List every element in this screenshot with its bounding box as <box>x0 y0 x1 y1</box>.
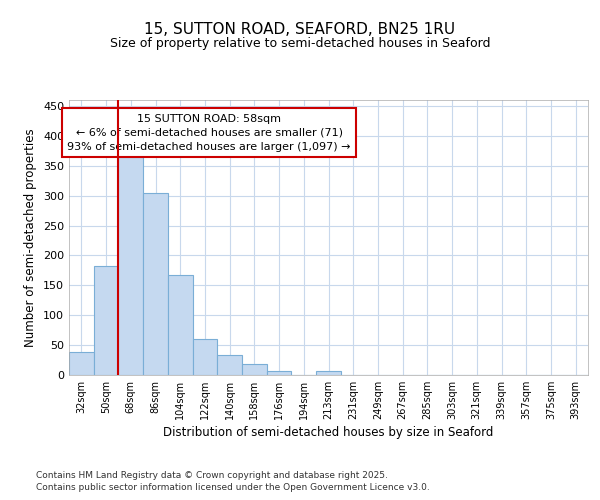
Bar <box>316 372 341 375</box>
X-axis label: Distribution of semi-detached houses by size in Seaford: Distribution of semi-detached houses by … <box>163 426 494 439</box>
Bar <box>217 356 242 375</box>
Text: Contains public sector information licensed under the Open Government Licence v3: Contains public sector information licen… <box>36 483 430 492</box>
Text: Contains HM Land Registry data © Crown copyright and database right 2025.: Contains HM Land Registry data © Crown c… <box>36 472 388 480</box>
Bar <box>267 371 292 375</box>
Text: 15 SUTTON ROAD: 58sqm
← 6% of semi-detached houses are smaller (71)
93% of semi-: 15 SUTTON ROAD: 58sqm ← 6% of semi-detac… <box>67 114 351 152</box>
Bar <box>242 364 267 375</box>
Y-axis label: Number of semi-detached properties: Number of semi-detached properties <box>25 128 37 347</box>
Bar <box>118 157 143 375</box>
Bar <box>193 339 217 375</box>
Text: Size of property relative to semi-detached houses in Seaford: Size of property relative to semi-detach… <box>110 38 490 51</box>
Bar <box>168 275 193 375</box>
Bar <box>94 266 118 375</box>
Bar <box>69 352 94 375</box>
Text: 15, SUTTON ROAD, SEAFORD, BN25 1RU: 15, SUTTON ROAD, SEAFORD, BN25 1RU <box>145 22 455 38</box>
Bar <box>143 192 168 375</box>
